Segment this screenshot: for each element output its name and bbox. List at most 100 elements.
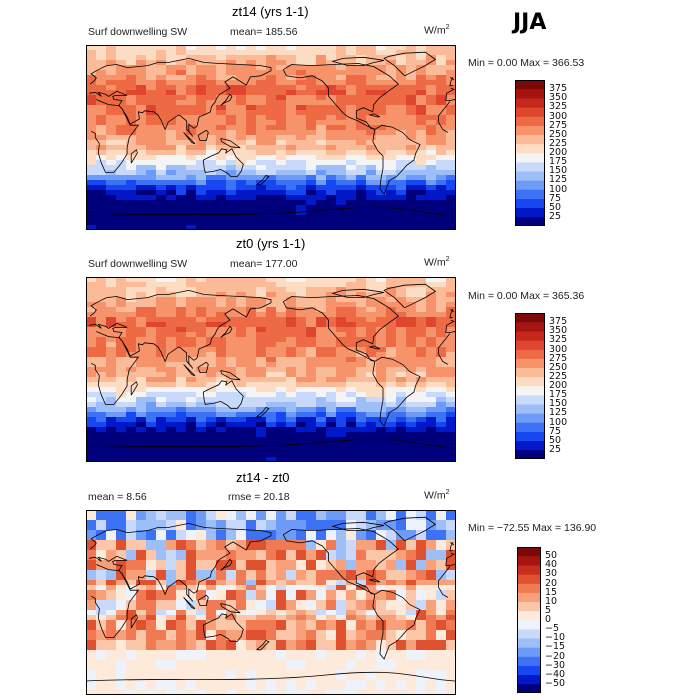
map-cell: [396, 332, 402, 338]
map-cell: [361, 407, 367, 413]
map-cell: [336, 407, 342, 413]
map-cell: [406, 220, 412, 226]
map-cell: [426, 195, 432, 201]
map-cell: [411, 125, 417, 131]
map-cell: [451, 110, 456, 116]
map-cell: [296, 175, 302, 181]
map-cell: [331, 175, 337, 181]
map-cell: [216, 392, 222, 398]
map-cell: [141, 342, 147, 348]
map-cell: [151, 387, 157, 393]
map-cell: [186, 115, 192, 121]
map-cell: [426, 110, 432, 116]
map-cell: [416, 140, 422, 146]
map-cell: [191, 362, 197, 368]
map-cell: [116, 105, 122, 111]
map-cell: [296, 402, 302, 408]
map-cell: [246, 210, 252, 216]
map-cell: [186, 392, 192, 398]
map-cell: [186, 220, 192, 226]
map-cell: [201, 312, 207, 318]
map-cell: [366, 297, 372, 303]
map-cell: [336, 100, 342, 106]
map-cell: [281, 327, 287, 333]
map-cell: [386, 135, 392, 141]
map-cell: [271, 75, 277, 81]
map-cell: [96, 352, 102, 358]
map-cell: [281, 130, 287, 136]
map-cell: [356, 120, 362, 126]
map-cell: [271, 55, 277, 61]
map-cell: [346, 392, 352, 398]
map-cell: [181, 332, 187, 338]
map-cell: [161, 352, 167, 358]
map-cell: [181, 115, 187, 121]
map-cell: [361, 382, 367, 388]
map-cell: [251, 377, 257, 383]
map-cell: [321, 150, 327, 156]
map-cell: [321, 357, 327, 363]
map-cell: [146, 387, 152, 393]
map-cell: [401, 220, 407, 226]
map-cell: [191, 65, 197, 71]
colorbar-swatch: [515, 171, 545, 181]
map-cell: [86, 50, 92, 56]
map-cell: [196, 362, 202, 368]
map-cell: [376, 412, 382, 418]
map-cell: [171, 135, 177, 141]
map-cell: [136, 317, 142, 323]
map-cell: [406, 392, 412, 398]
map-cell: [131, 165, 137, 171]
map-cell: [371, 190, 377, 196]
map-cell: [231, 110, 237, 116]
map-cell: [316, 185, 322, 191]
map-cell: [316, 215, 322, 221]
map-cell: [171, 327, 177, 333]
map-cell: [231, 357, 237, 363]
map-cell: [286, 297, 292, 303]
map-cell: [106, 50, 112, 56]
map-cell: [86, 155, 92, 161]
map-cell: [391, 397, 397, 403]
map-cell: [141, 180, 147, 186]
map-cell: [226, 95, 232, 101]
map-cell: [141, 105, 147, 111]
map-cell: [311, 165, 317, 171]
map-cell: [366, 342, 372, 348]
map-cell: [91, 297, 97, 303]
map-cell: [121, 392, 127, 398]
map-cell: [451, 90, 456, 96]
map-cell: [306, 402, 312, 408]
map-cell: [86, 135, 92, 141]
map-cell: [326, 150, 332, 156]
map-cell: [311, 135, 317, 141]
map-cell: [146, 317, 152, 323]
map-cell: [276, 125, 282, 131]
map-cell: [206, 85, 212, 91]
map-cell: [191, 422, 197, 428]
map-cell: [111, 165, 117, 171]
map-cell: [306, 115, 312, 121]
map-cell: [386, 195, 392, 201]
map-cell: [216, 412, 222, 418]
map-cell: [271, 342, 277, 348]
map-cell: [376, 352, 382, 358]
coastline: [197, 129, 209, 141]
map-cell: [101, 60, 107, 66]
map-cell: [416, 287, 422, 293]
map-cell: [426, 65, 432, 71]
map-cell: [246, 372, 252, 378]
map-cell: [296, 125, 302, 131]
map-cell: [421, 185, 427, 191]
map-cell: [226, 215, 232, 221]
map-cell: [401, 317, 407, 323]
map-cell: [141, 347, 147, 353]
map-cell: [376, 417, 382, 423]
map-cell: [236, 387, 242, 393]
map-cell: [91, 417, 97, 423]
map-cell: [121, 382, 127, 388]
map-cell: [336, 367, 342, 373]
map-cell: [246, 367, 252, 373]
map-cell: [211, 130, 217, 136]
map-cell: [356, 185, 362, 191]
